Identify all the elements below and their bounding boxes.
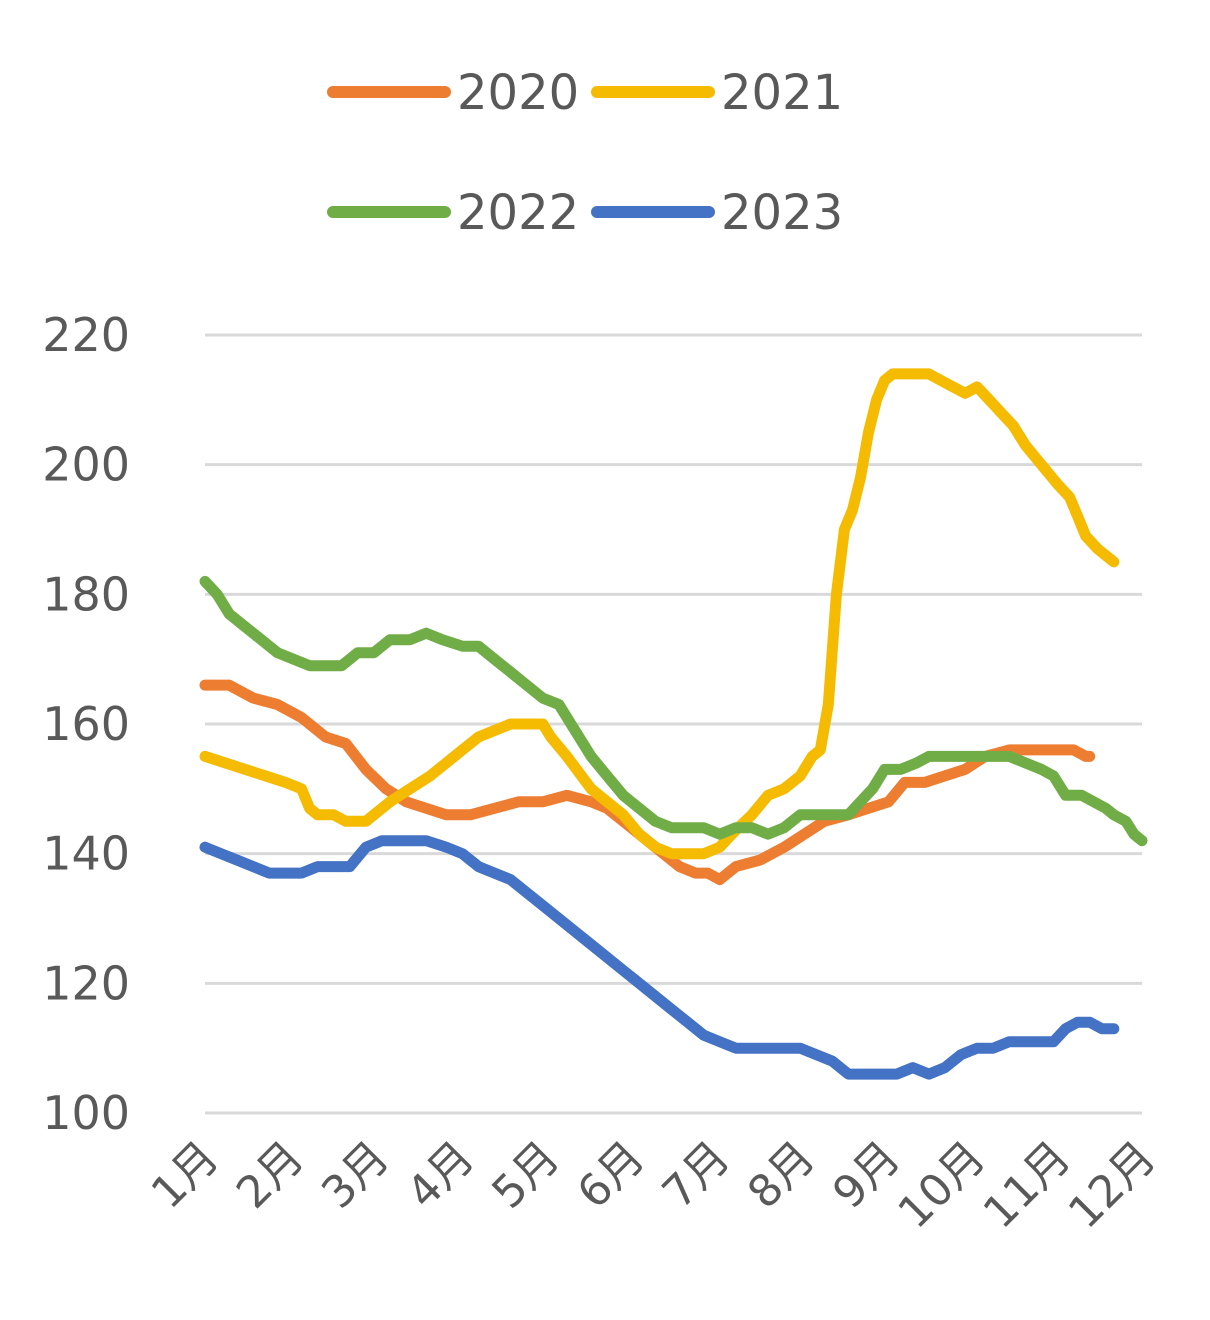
legend-label-2022: 2022 bbox=[457, 185, 579, 241]
series-line-2020 bbox=[199, 679, 1096, 886]
x-tick-label: 6月 bbox=[568, 1132, 655, 1219]
y-tick-label: 140 bbox=[42, 827, 130, 881]
y-tick-label: 100 bbox=[42, 1086, 130, 1140]
legend-label-2020: 2020 bbox=[457, 65, 579, 121]
grid-lines bbox=[205, 333, 1142, 1115]
legend: 2020 2021 2022 2023 bbox=[327, 65, 843, 241]
y-tick-label: 200 bbox=[42, 438, 130, 492]
y-tick-label: 220 bbox=[42, 308, 130, 362]
series-lines bbox=[199, 368, 1148, 1080]
x-tick-label: 2月 bbox=[227, 1132, 314, 1219]
series-line-2023 bbox=[199, 835, 1120, 1080]
x-tick-label: 3月 bbox=[312, 1132, 399, 1219]
x-tick-label: 10月 bbox=[889, 1132, 996, 1239]
legend-label-2023: 2023 bbox=[721, 185, 843, 241]
y-axis-ticks: 100 120 140 160 180 200 220 bbox=[42, 308, 130, 1140]
y-tick-label: 180 bbox=[42, 567, 130, 621]
y-tick-label: 160 bbox=[42, 697, 130, 751]
x-tick-label: 7月 bbox=[653, 1132, 740, 1219]
legend-label-2021: 2021 bbox=[721, 65, 843, 121]
x-tick-label: 4月 bbox=[397, 1132, 484, 1219]
series-line-2022 bbox=[199, 575, 1148, 847]
x-tick-label: 8月 bbox=[738, 1132, 825, 1219]
series-line-2021 bbox=[199, 368, 1120, 860]
x-tick-label: 12月 bbox=[1059, 1132, 1166, 1239]
y-tick-label: 120 bbox=[42, 956, 130, 1010]
x-tick-label: 5月 bbox=[483, 1132, 570, 1219]
x-tick-label: 11月 bbox=[974, 1132, 1081, 1239]
x-tick-label: 1月 bbox=[142, 1132, 229, 1219]
